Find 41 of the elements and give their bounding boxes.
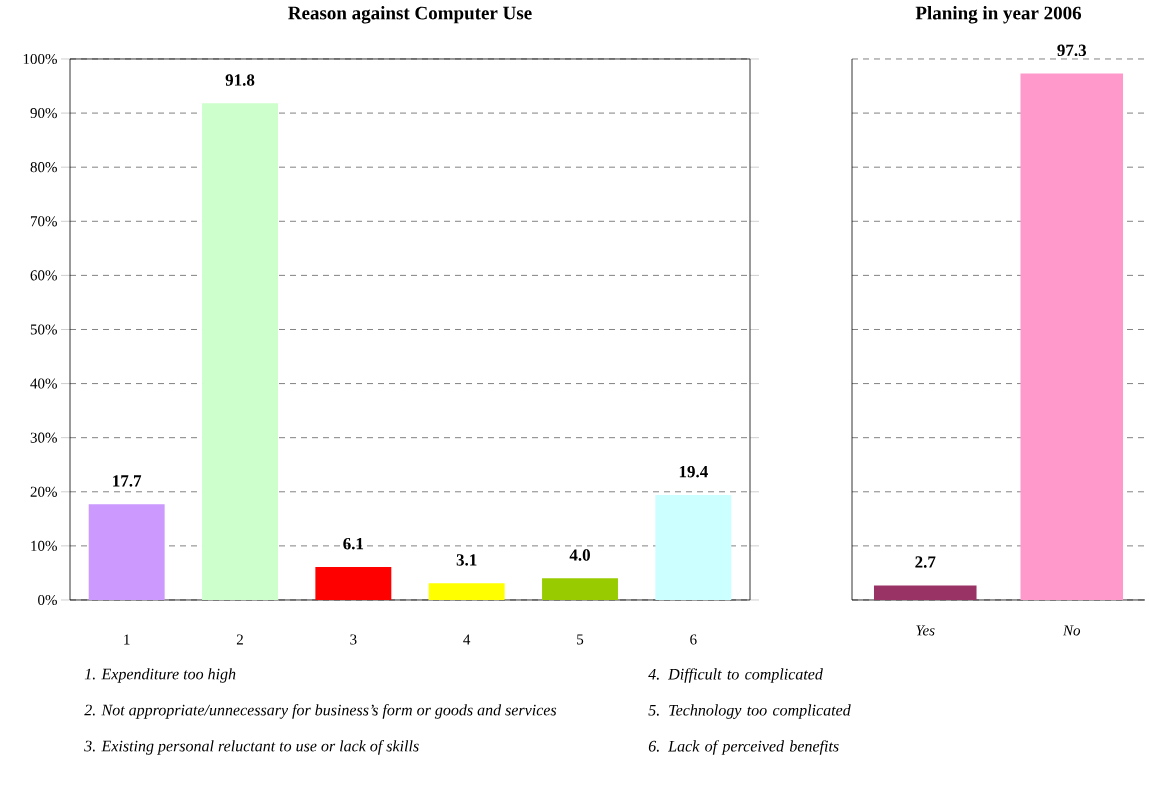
x-tick-label: 3 — [350, 634, 357, 645]
bar — [542, 578, 618, 600]
data-label: 6.1 — [343, 537, 364, 550]
x-tick-label: 4 — [463, 634, 471, 645]
y-tick-label: 30% — [30, 432, 57, 443]
data-label: 17.7 — [113, 475, 142, 487]
text: 4. Difficult to complicated — [648, 668, 823, 683]
x-tick-label: 2 — [236, 634, 243, 645]
bar — [315, 566, 392, 600]
data-label: 2.7 — [915, 556, 936, 568]
data-label: 97.3 — [1057, 44, 1087, 57]
y-tick-label: 50% — [30, 324, 57, 335]
bar — [202, 103, 278, 600]
bar — [655, 495, 732, 600]
text: 3. Existing personal reluctant to use or lack of skills — [84, 740, 419, 755]
y-tick-label: 70% — [30, 216, 57, 227]
x-tick-label: 5 — [577, 634, 584, 645]
y-tick-label: 20% — [30, 486, 57, 497]
y-tick-label: 10% — [31, 540, 57, 551]
x-tick-label: No — [1062, 625, 1081, 636]
y-tick-label: 90% — [30, 108, 57, 119]
chart-title: Reason against Computer Use — [288, 6, 532, 24]
chart-title: Planing in year 2006 — [915, 6, 1082, 24]
y-tick-label: 0% — [38, 594, 57, 606]
data-label: 91.8 — [225, 74, 255, 86]
data-label: 19.4 — [679, 466, 708, 478]
x-tick-label: 1 — [124, 634, 130, 645]
bar — [88, 504, 165, 600]
text: 6. Lack of perceived benefits — [648, 740, 839, 755]
y-tick-label: 60% — [30, 270, 57, 281]
text: 2. Not appropriate/unnecessary for business’s form or goods and services — [84, 704, 557, 719]
x-tick-label: 6 — [690, 634, 697, 645]
y-tick-label: 40% — [30, 378, 57, 389]
y-tick-label: 80% — [30, 162, 57, 173]
data-label: 4.0 — [569, 549, 590, 561]
x-tick-label: Yes — [916, 625, 935, 636]
text: 1. Expenditure too high — [84, 668, 236, 683]
bar — [428, 583, 505, 600]
data-label: 3.1 — [456, 554, 477, 566]
y-tick-label: 100% — [23, 53, 57, 65]
text: 5. Technology too complicated — [648, 704, 851, 719]
